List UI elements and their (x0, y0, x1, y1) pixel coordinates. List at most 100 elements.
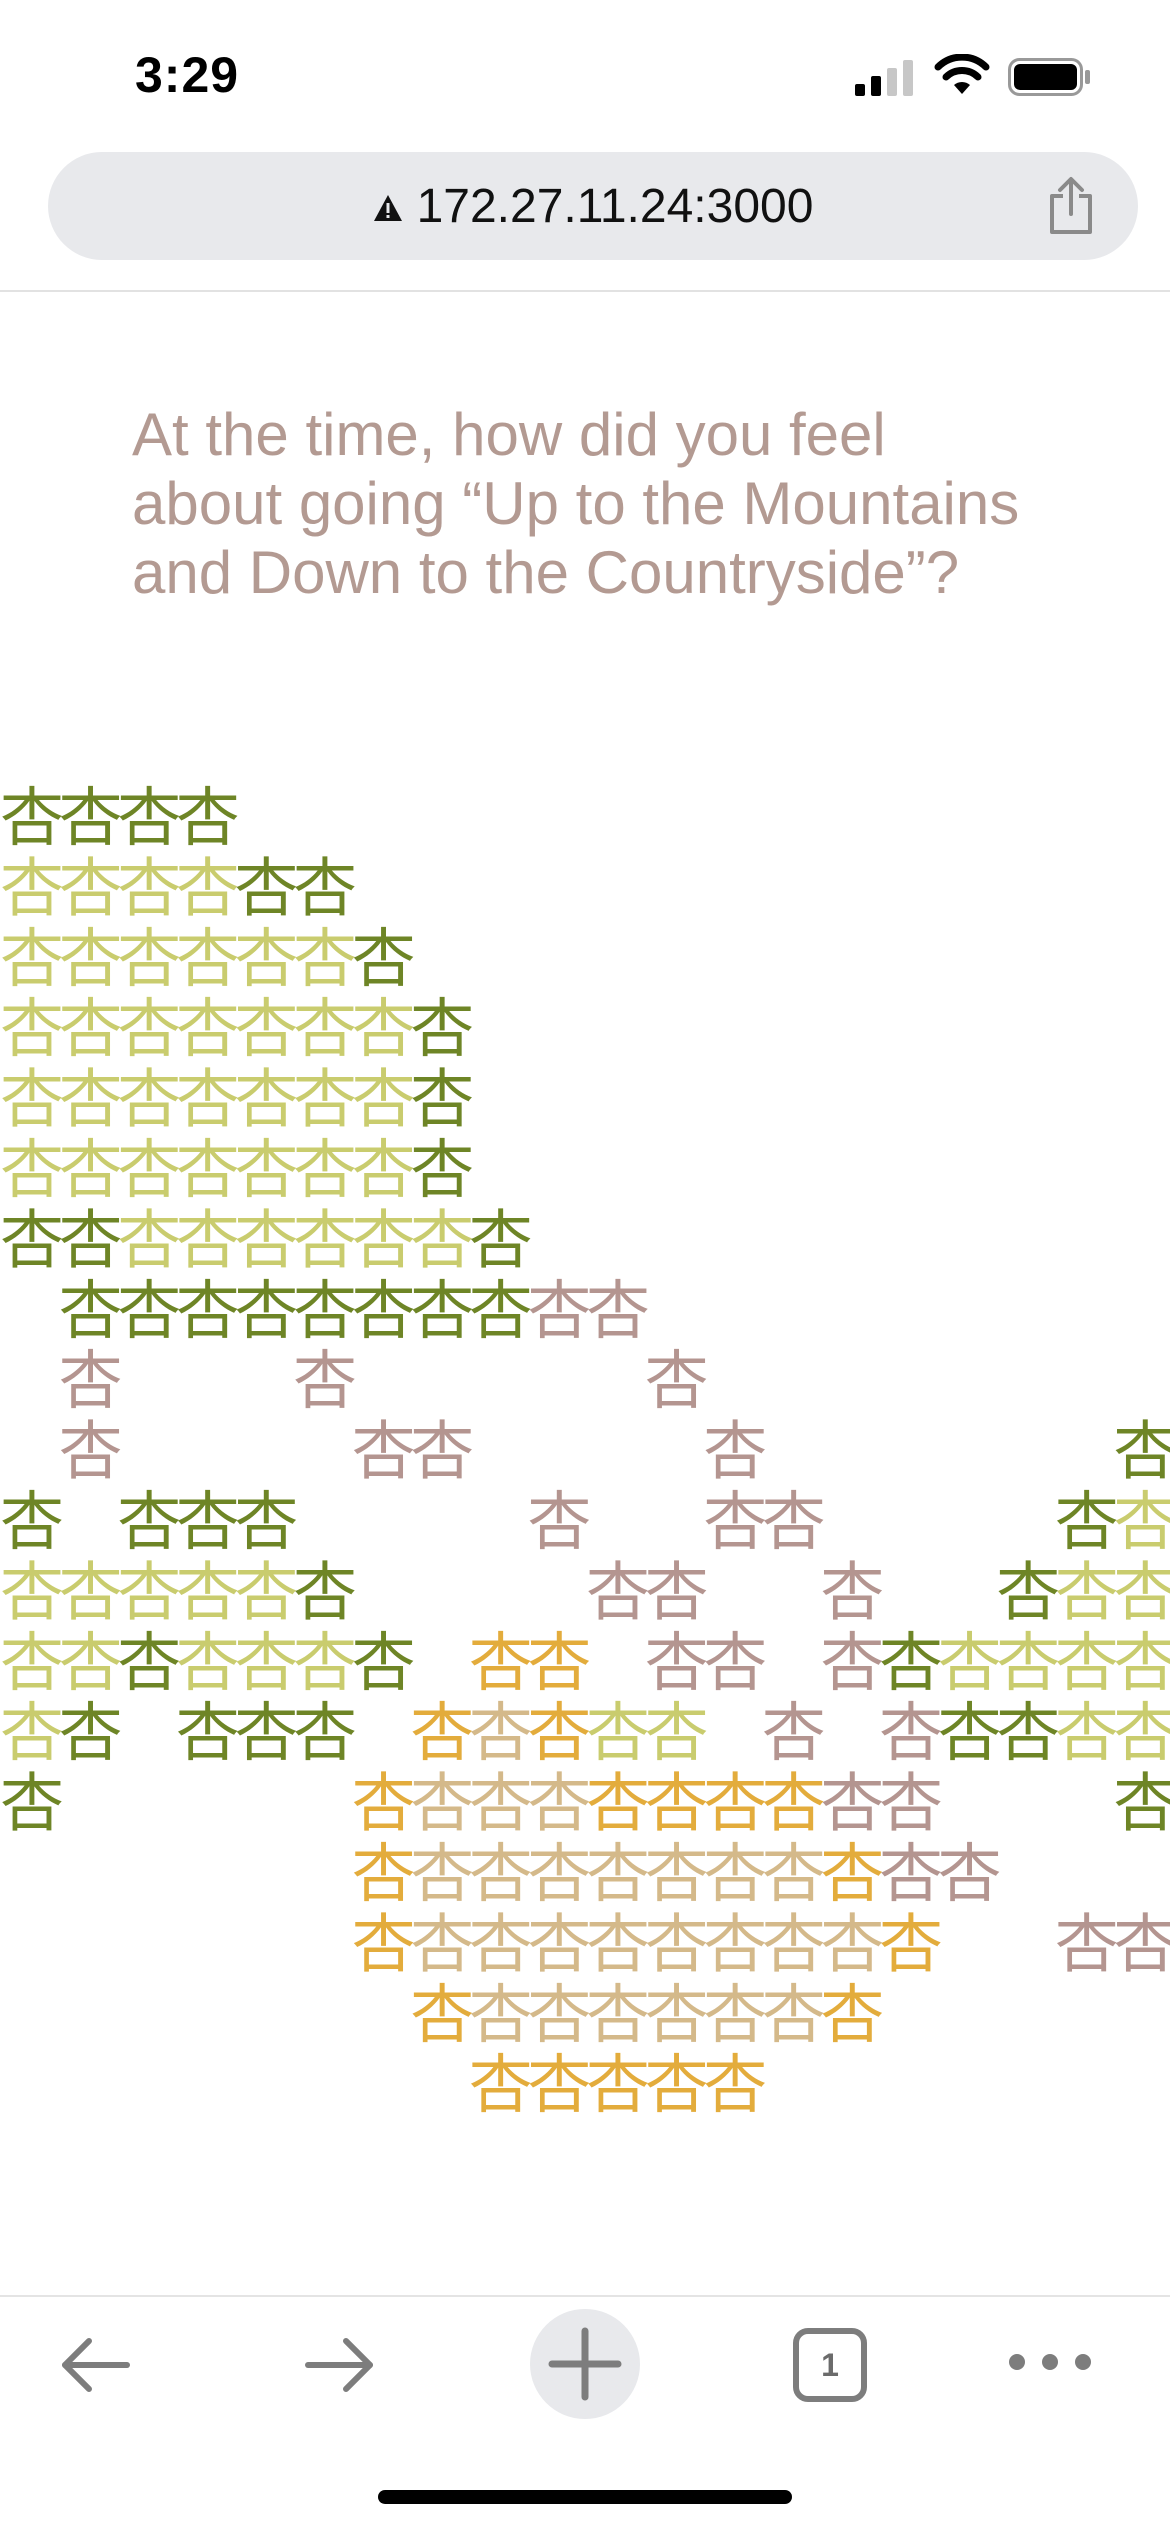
glyph-cell: 杏 (117, 1627, 181, 1701)
glyph-cell: 杏 (586, 1838, 650, 1912)
glyph-cell: 杏 (1113, 1556, 1170, 1630)
glyph-cell: 杏 (234, 1486, 298, 1560)
glyph-cell: 杏 (234, 1134, 298, 1208)
glyph-cell: 杏 (352, 1627, 416, 1701)
glyph-cell: 杏 (879, 1697, 943, 1771)
glyph-cell: 杏 (879, 1768, 943, 1842)
glyph-cell: 杏 (586, 1556, 650, 1630)
glyph-cell: 杏 (176, 1697, 240, 1771)
glyph-cell: 杏 (117, 923, 181, 997)
glyph-cell: 杏 (117, 993, 181, 1067)
glyph-cell: 杏 (527, 1838, 591, 1912)
glyph-cell: 杏 (0, 1627, 64, 1701)
glyph-cell: 杏 (879, 1627, 943, 1701)
glyph-cell: 杏 (586, 1908, 650, 1982)
glyph-cell: 杏 (117, 1134, 181, 1208)
glyph-cell: 杏 (0, 1768, 64, 1842)
glyph-cell: 杏 (234, 1627, 298, 1701)
arrow-right-icon[interactable] (300, 2325, 380, 2405)
glyph-cell: 杏 (1055, 1627, 1119, 1701)
tab-switcher-button[interactable]: 1 (792, 2327, 868, 2403)
glyph-cell: 杏 (293, 993, 357, 1067)
glyph-cell: 杏 (645, 1345, 709, 1419)
glyph-cell: 杏 (762, 1908, 826, 1982)
glyph-cell: 杏 (469, 1768, 533, 1842)
glyph-cell: 杏 (293, 1204, 357, 1278)
glyph-cell: 杏 (996, 1697, 1060, 1771)
glyph-cell: 杏 (176, 1134, 240, 1208)
glyph-cell: 杏 (293, 1064, 357, 1138)
glyph-cell: 杏 (527, 1979, 591, 2053)
glyph-cell: 杏 (469, 1979, 533, 2053)
arrow-left-icon[interactable] (55, 2325, 135, 2405)
glyph-cell: 杏 (0, 923, 64, 997)
glyph-cell: 杏 (59, 1275, 123, 1349)
glyph-cell: 杏 (234, 1204, 298, 1278)
glyph-cell: 杏 (645, 1556, 709, 1630)
glyph-cell: 杏 (176, 1556, 240, 1630)
glyph-cell: 杏 (117, 782, 181, 856)
glyph-cell: 杏 (176, 993, 240, 1067)
glyph-cell: 杏 (1113, 1627, 1170, 1701)
glyph-cell: 杏 (293, 923, 357, 997)
glyph-cell: 杏 (527, 1486, 591, 1560)
glyph-cell: 杏 (352, 1768, 416, 1842)
glyph-cell: 杏 (117, 1064, 181, 1138)
glyph-cell: 杏 (645, 2049, 709, 2123)
glyph-cell: 杏 (762, 1768, 826, 1842)
glyph-cell: 杏 (645, 1979, 709, 2053)
glyph-cell: 杏 (0, 782, 64, 856)
glyph-cell: 杏 (0, 1556, 64, 1630)
glyph-cell: 杏 (586, 1979, 650, 2053)
glyph-cell: 杏 (762, 1979, 826, 2053)
glyph-cell: 杏 (586, 1697, 650, 1771)
glyph-cell: 杏 (293, 1134, 357, 1208)
more-horizontal-icon[interactable] (1005, 2342, 1095, 2382)
glyph-cell: 杏 (59, 1134, 123, 1208)
glyph-cell: 杏 (176, 923, 240, 997)
glyph-cell: 杏 (469, 1627, 533, 1701)
glyph-cell: 杏 (234, 1697, 298, 1771)
glyph-cell: 杏 (527, 1908, 591, 1982)
glyph-cell: 杏 (410, 1697, 474, 1771)
glyph-cell: 杏 (879, 1908, 943, 1982)
glyph-cell: 杏 (703, 1768, 767, 1842)
glyph-cell: 杏 (469, 1908, 533, 1982)
glyph-cell: 杏 (1055, 1908, 1119, 1982)
glyph-cell: 杏 (703, 1416, 767, 1490)
glyph-cell: 杏 (59, 1416, 123, 1490)
glyph-cell: 杏 (293, 1556, 357, 1630)
glyph-cell: 杏 (645, 1697, 709, 1771)
glyph-cell: 杏 (820, 1838, 884, 1912)
glyph-cell: 杏 (410, 1275, 474, 1349)
glyph-cell: 杏 (879, 1838, 943, 1912)
glyph-cell: 杏 (938, 1697, 1002, 1771)
glyph-cell: 杏 (527, 1697, 591, 1771)
tab-count: 1 (792, 2327, 868, 2403)
glyph-cell: 杏 (1113, 1768, 1170, 1842)
glyph-cell: 杏 (762, 1486, 826, 1560)
glyph-cell: 杏 (0, 1064, 64, 1138)
new-tab-button[interactable] (530, 2309, 640, 2419)
glyph-cell: 杏 (645, 1768, 709, 1842)
glyph-cell: 杏 (1113, 1486, 1170, 1560)
glyph-cell: 杏 (527, 1768, 591, 1842)
glyph-cell: 杏 (0, 1697, 64, 1771)
glyph-cell: 杏 (527, 2049, 591, 2123)
glyph-cell: 杏 (762, 1838, 826, 1912)
glyph-cell: 杏 (59, 923, 123, 997)
glyph-cell: 杏 (1113, 1697, 1170, 1771)
glyph-cell: 杏 (234, 1556, 298, 1630)
glyph-cell: 杏 (1055, 1486, 1119, 1560)
glyph-cell: 杏 (820, 1627, 884, 1701)
glyph-cell: 杏 (234, 1275, 298, 1349)
glyph-cell: 杏 (176, 1627, 240, 1701)
glyph-cell: 杏 (352, 1275, 416, 1349)
glyph-cell: 杏 (293, 1275, 357, 1349)
glyph-cell: 杏 (469, 1204, 533, 1278)
glyph-cell: 杏 (352, 1134, 416, 1208)
glyph-cell: 杏 (0, 1204, 64, 1278)
glyph-cell: 杏 (59, 1345, 123, 1419)
glyph-cell: 杏 (703, 1979, 767, 2053)
glyph-cell: 杏 (234, 852, 298, 926)
